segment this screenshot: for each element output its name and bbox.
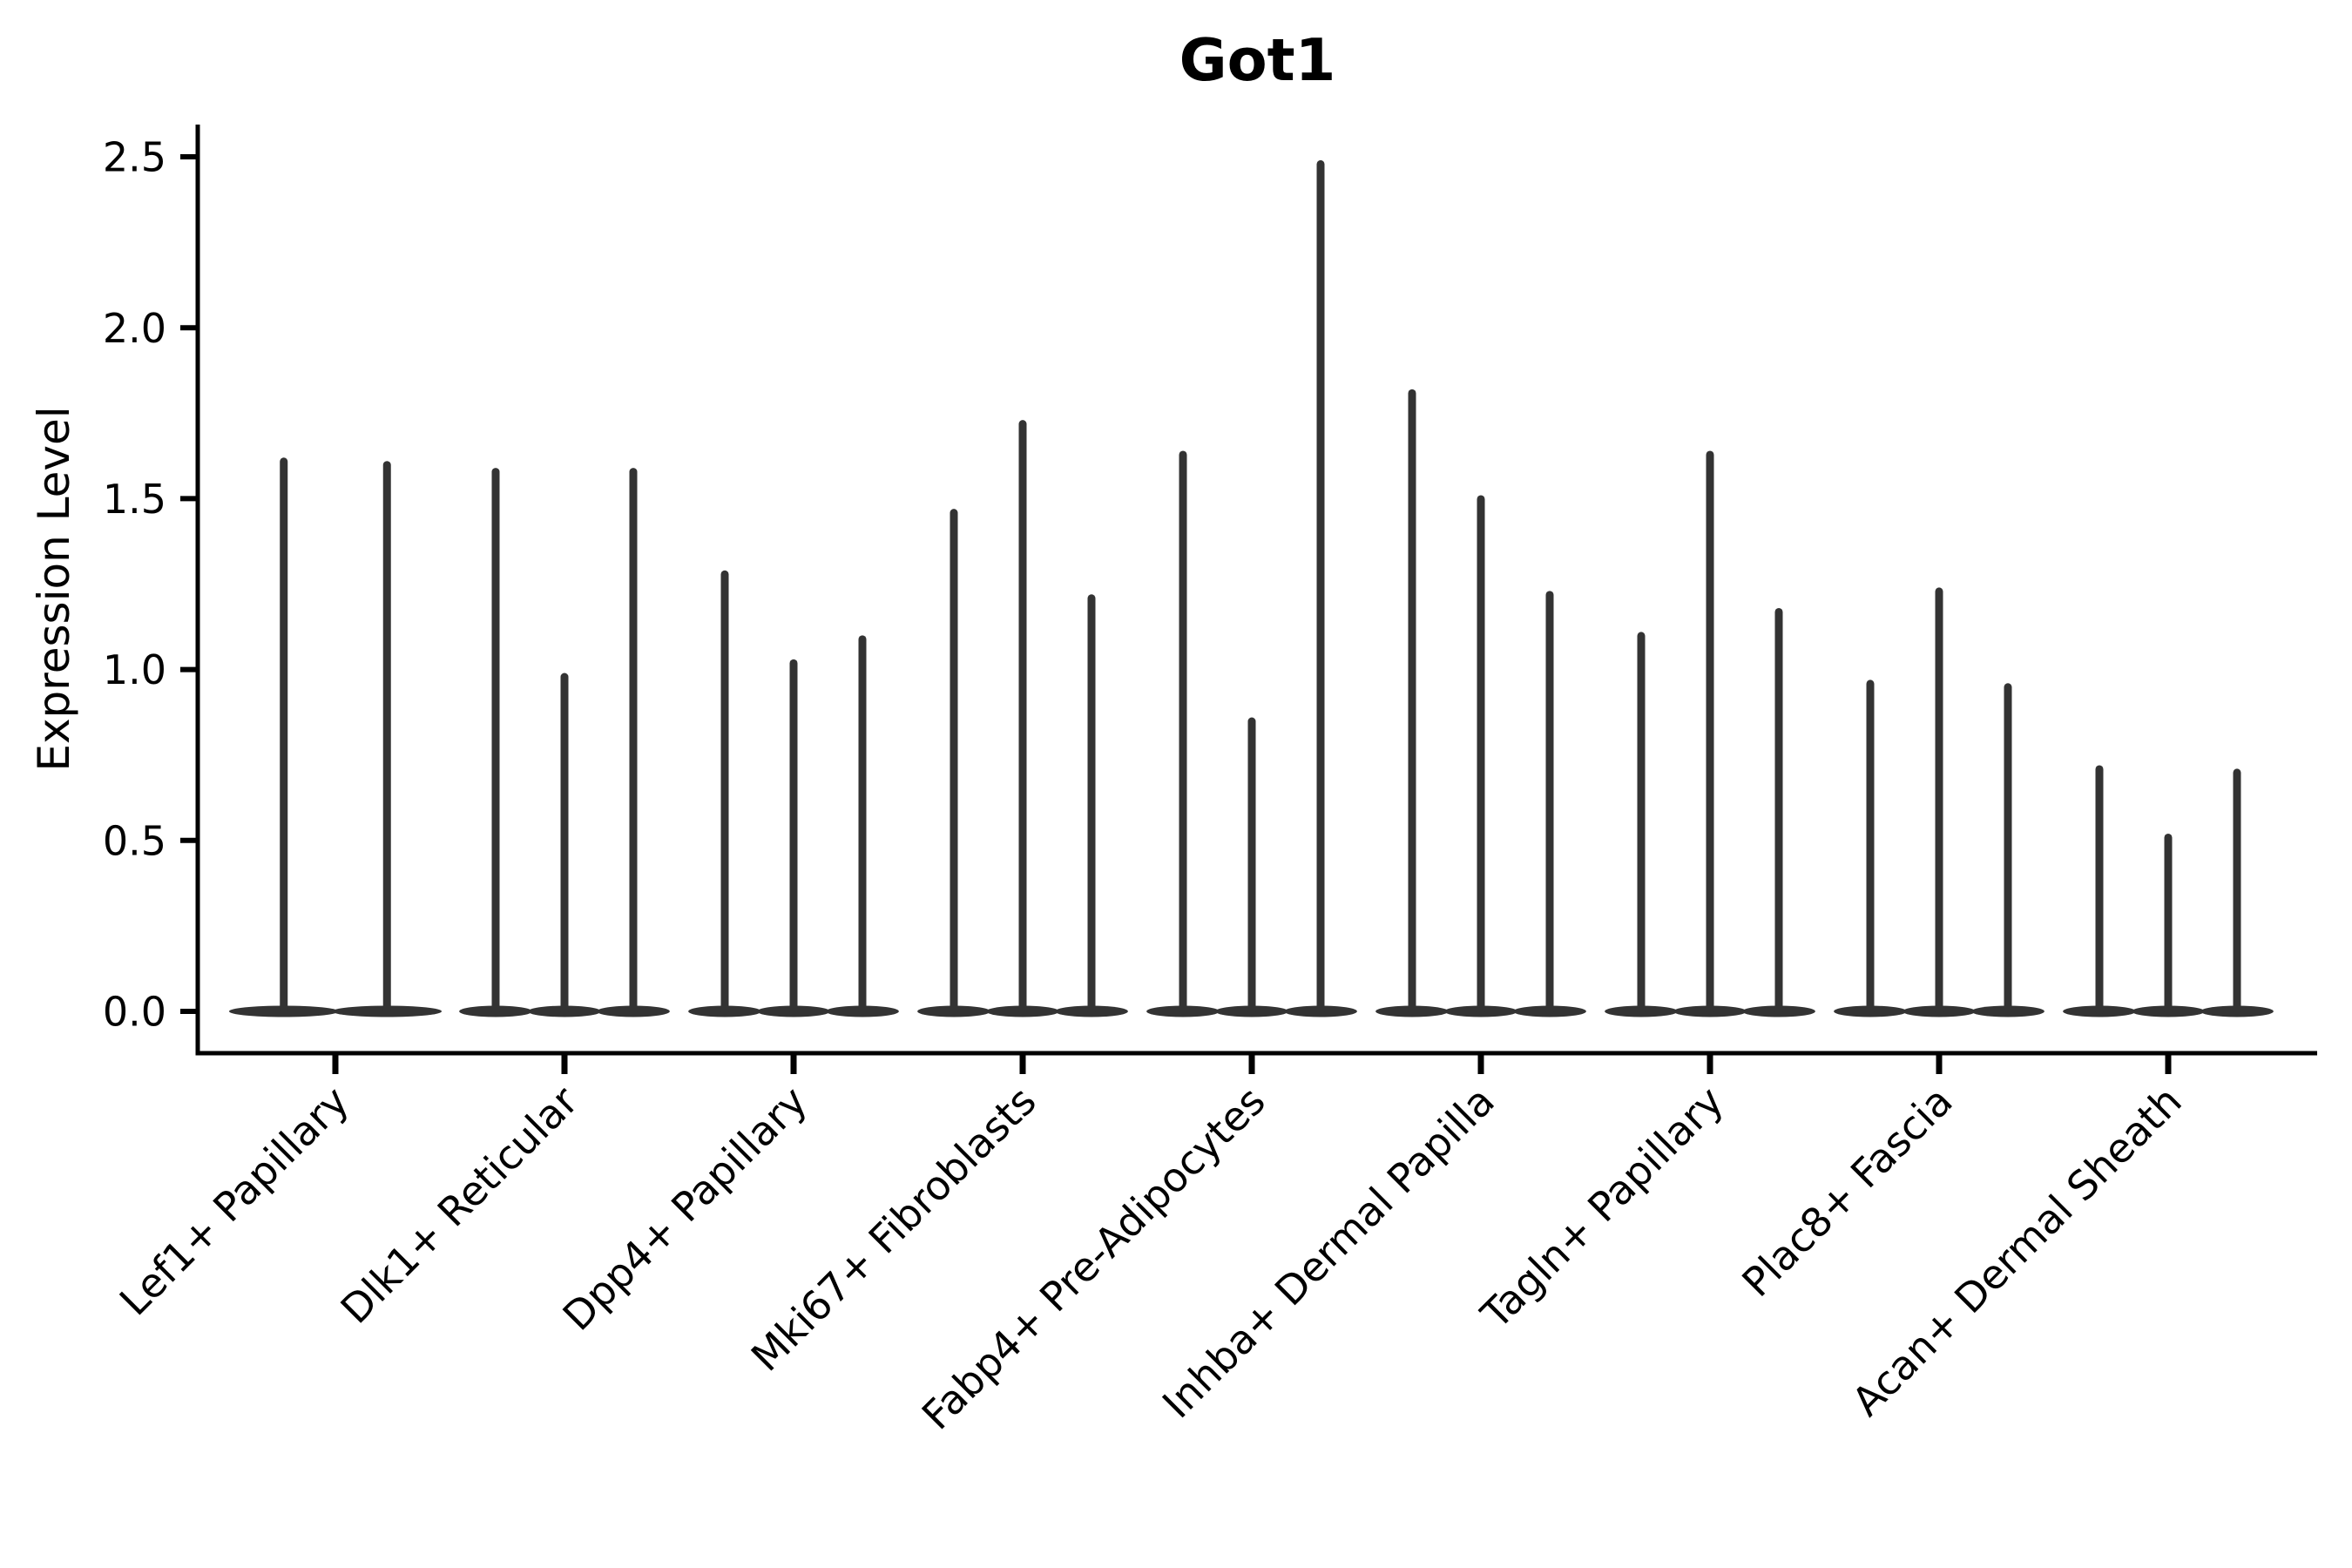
violin-spike (1018, 420, 1027, 1015)
y-tick-label: 0.0 (103, 989, 166, 1036)
violin-spike (2095, 765, 2104, 1015)
violin-spike (1179, 450, 1187, 1015)
y-tick-label: 2.5 (103, 134, 166, 181)
violin-spike (1316, 159, 1325, 1015)
violin-spike (382, 461, 391, 1015)
violin-spike (1774, 607, 1783, 1015)
violin-spike (1545, 591, 1554, 1015)
violin-spike (1408, 389, 1416, 1015)
violin-spike (789, 659, 798, 1015)
violin-spike (629, 468, 638, 1015)
y-tick-label: 2.0 (103, 305, 166, 352)
y-tick-label: 1.5 (103, 476, 166, 523)
violin-spike (280, 457, 288, 1015)
violin-spike (1637, 632, 1646, 1015)
violin-spike (1247, 717, 1256, 1015)
x-category-label: Dpp4+ Papillary (554, 1078, 816, 1340)
x-category-label: Plac8+ Fascia (1733, 1078, 1961, 1306)
x-category-label: Lef1+ Papillary (111, 1078, 358, 1325)
x-category-label: Dlk1+ Reticular (332, 1078, 587, 1333)
violin-spike (720, 570, 729, 1015)
violin-spike (858, 635, 867, 1015)
x-category-label: Tagln+ Papillary (1471, 1078, 1733, 1339)
violin-spike (491, 468, 500, 1015)
violin-spike (1477, 495, 1485, 1015)
y-tick-label: 0.5 (103, 817, 166, 864)
violin-spike (1866, 679, 1875, 1015)
violin-spike (2164, 833, 2173, 1015)
violin-spike (560, 672, 569, 1015)
chart-title: Got1 (1179, 26, 1336, 94)
y-tick-label: 1.0 (103, 646, 166, 693)
violin-spike (2004, 683, 2012, 1015)
violin-spike (2233, 768, 2241, 1015)
violin-spike (950, 509, 958, 1015)
violin-spike (1706, 450, 1714, 1015)
violin-spike (1935, 587, 1943, 1015)
violin-spike (1087, 594, 1096, 1015)
